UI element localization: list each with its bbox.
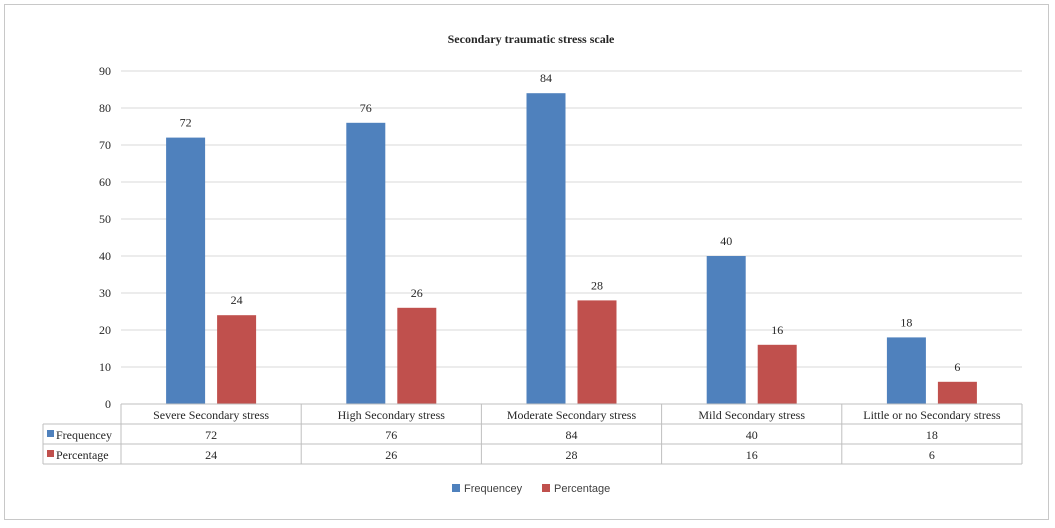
bars [166,93,977,405]
data-label: 28 [591,278,603,292]
bar-frequency [526,93,566,404]
grid-lines [121,70,1022,368]
y-tick-label: 90 [99,64,111,78]
data-label: 24 [231,293,243,307]
bar-percentage [937,381,977,404]
y-tick-label: 50 [99,212,111,226]
bar-percentage [217,315,257,404]
data-label: 72 [180,116,192,130]
table-legend-key [47,450,54,457]
table-cell: 24 [205,448,217,462]
y-tick-label: 80 [99,101,111,115]
y-axis-ticks: 0 10 20 30 40 50 60 70 80 90 [99,64,111,411]
legend: Frequencey Percentage [452,483,610,495]
bar-percentage [577,300,617,404]
table-cell: 26 [385,448,397,462]
data-label: 26 [411,286,423,300]
x-category-label: Moderate Secondary stress [507,408,637,422]
bar-frequency [166,137,206,404]
chart-title: Secondary traumatic stress scale [448,32,615,46]
table-cell: 72 [205,428,217,442]
y-tick-label: 70 [99,138,111,152]
table-cell: 18 [926,428,938,442]
y-tick-label: 10 [99,360,111,374]
x-category-label: High Secondary stress [338,408,446,422]
table-cell: 76 [385,428,397,442]
table-cell: 84 [566,428,578,442]
data-label: 18 [900,315,912,329]
legend-swatch [542,484,550,492]
data-label: 16 [771,323,783,337]
bar-percentage [757,344,797,404]
y-tick-label: 30 [99,286,111,300]
table-cell: 6 [929,448,935,462]
bar-frequency [706,256,746,404]
y-tick-label: 0 [105,397,111,411]
table-cell: 40 [746,428,758,442]
table-row-label: Percentage [56,448,109,462]
table-cell: 16 [746,448,758,462]
bar-labels: 72 76 84 40 18 24 26 28 16 6 [180,71,961,374]
x-category-label: Mild Secondary stress [698,408,805,422]
y-tick-label: 20 [99,323,111,337]
chart-frame: Secondary traumatic stress scale 0 10 20 30… [4,4,1049,520]
x-category-label: Little or no Secondary stress [863,408,1001,422]
data-label: 40 [720,234,732,248]
table-cell: 28 [566,448,578,462]
bar-frequency [886,337,926,404]
table-legend-key [47,430,54,437]
bar-frequency [346,122,386,405]
y-tick-label: 40 [99,249,111,263]
legend-swatch [452,484,460,492]
data-label: 76 [360,101,372,115]
chart-svg: Secondary traumatic stress scale 0 10 20 30… [42,32,1023,495]
data-label: 84 [540,71,552,85]
legend-label: Frequencey [464,483,523,495]
x-category-label: Severe Secondary stress [153,408,269,422]
table-row-label: Frequencey [56,428,112,442]
bar-percentage [397,307,437,404]
legend-label: Percentage [554,483,610,495]
y-tick-label: 60 [99,175,111,189]
data-table: Severe Secondary stress High Secondary st… [42,403,1023,465]
data-label: 6 [954,360,960,374]
